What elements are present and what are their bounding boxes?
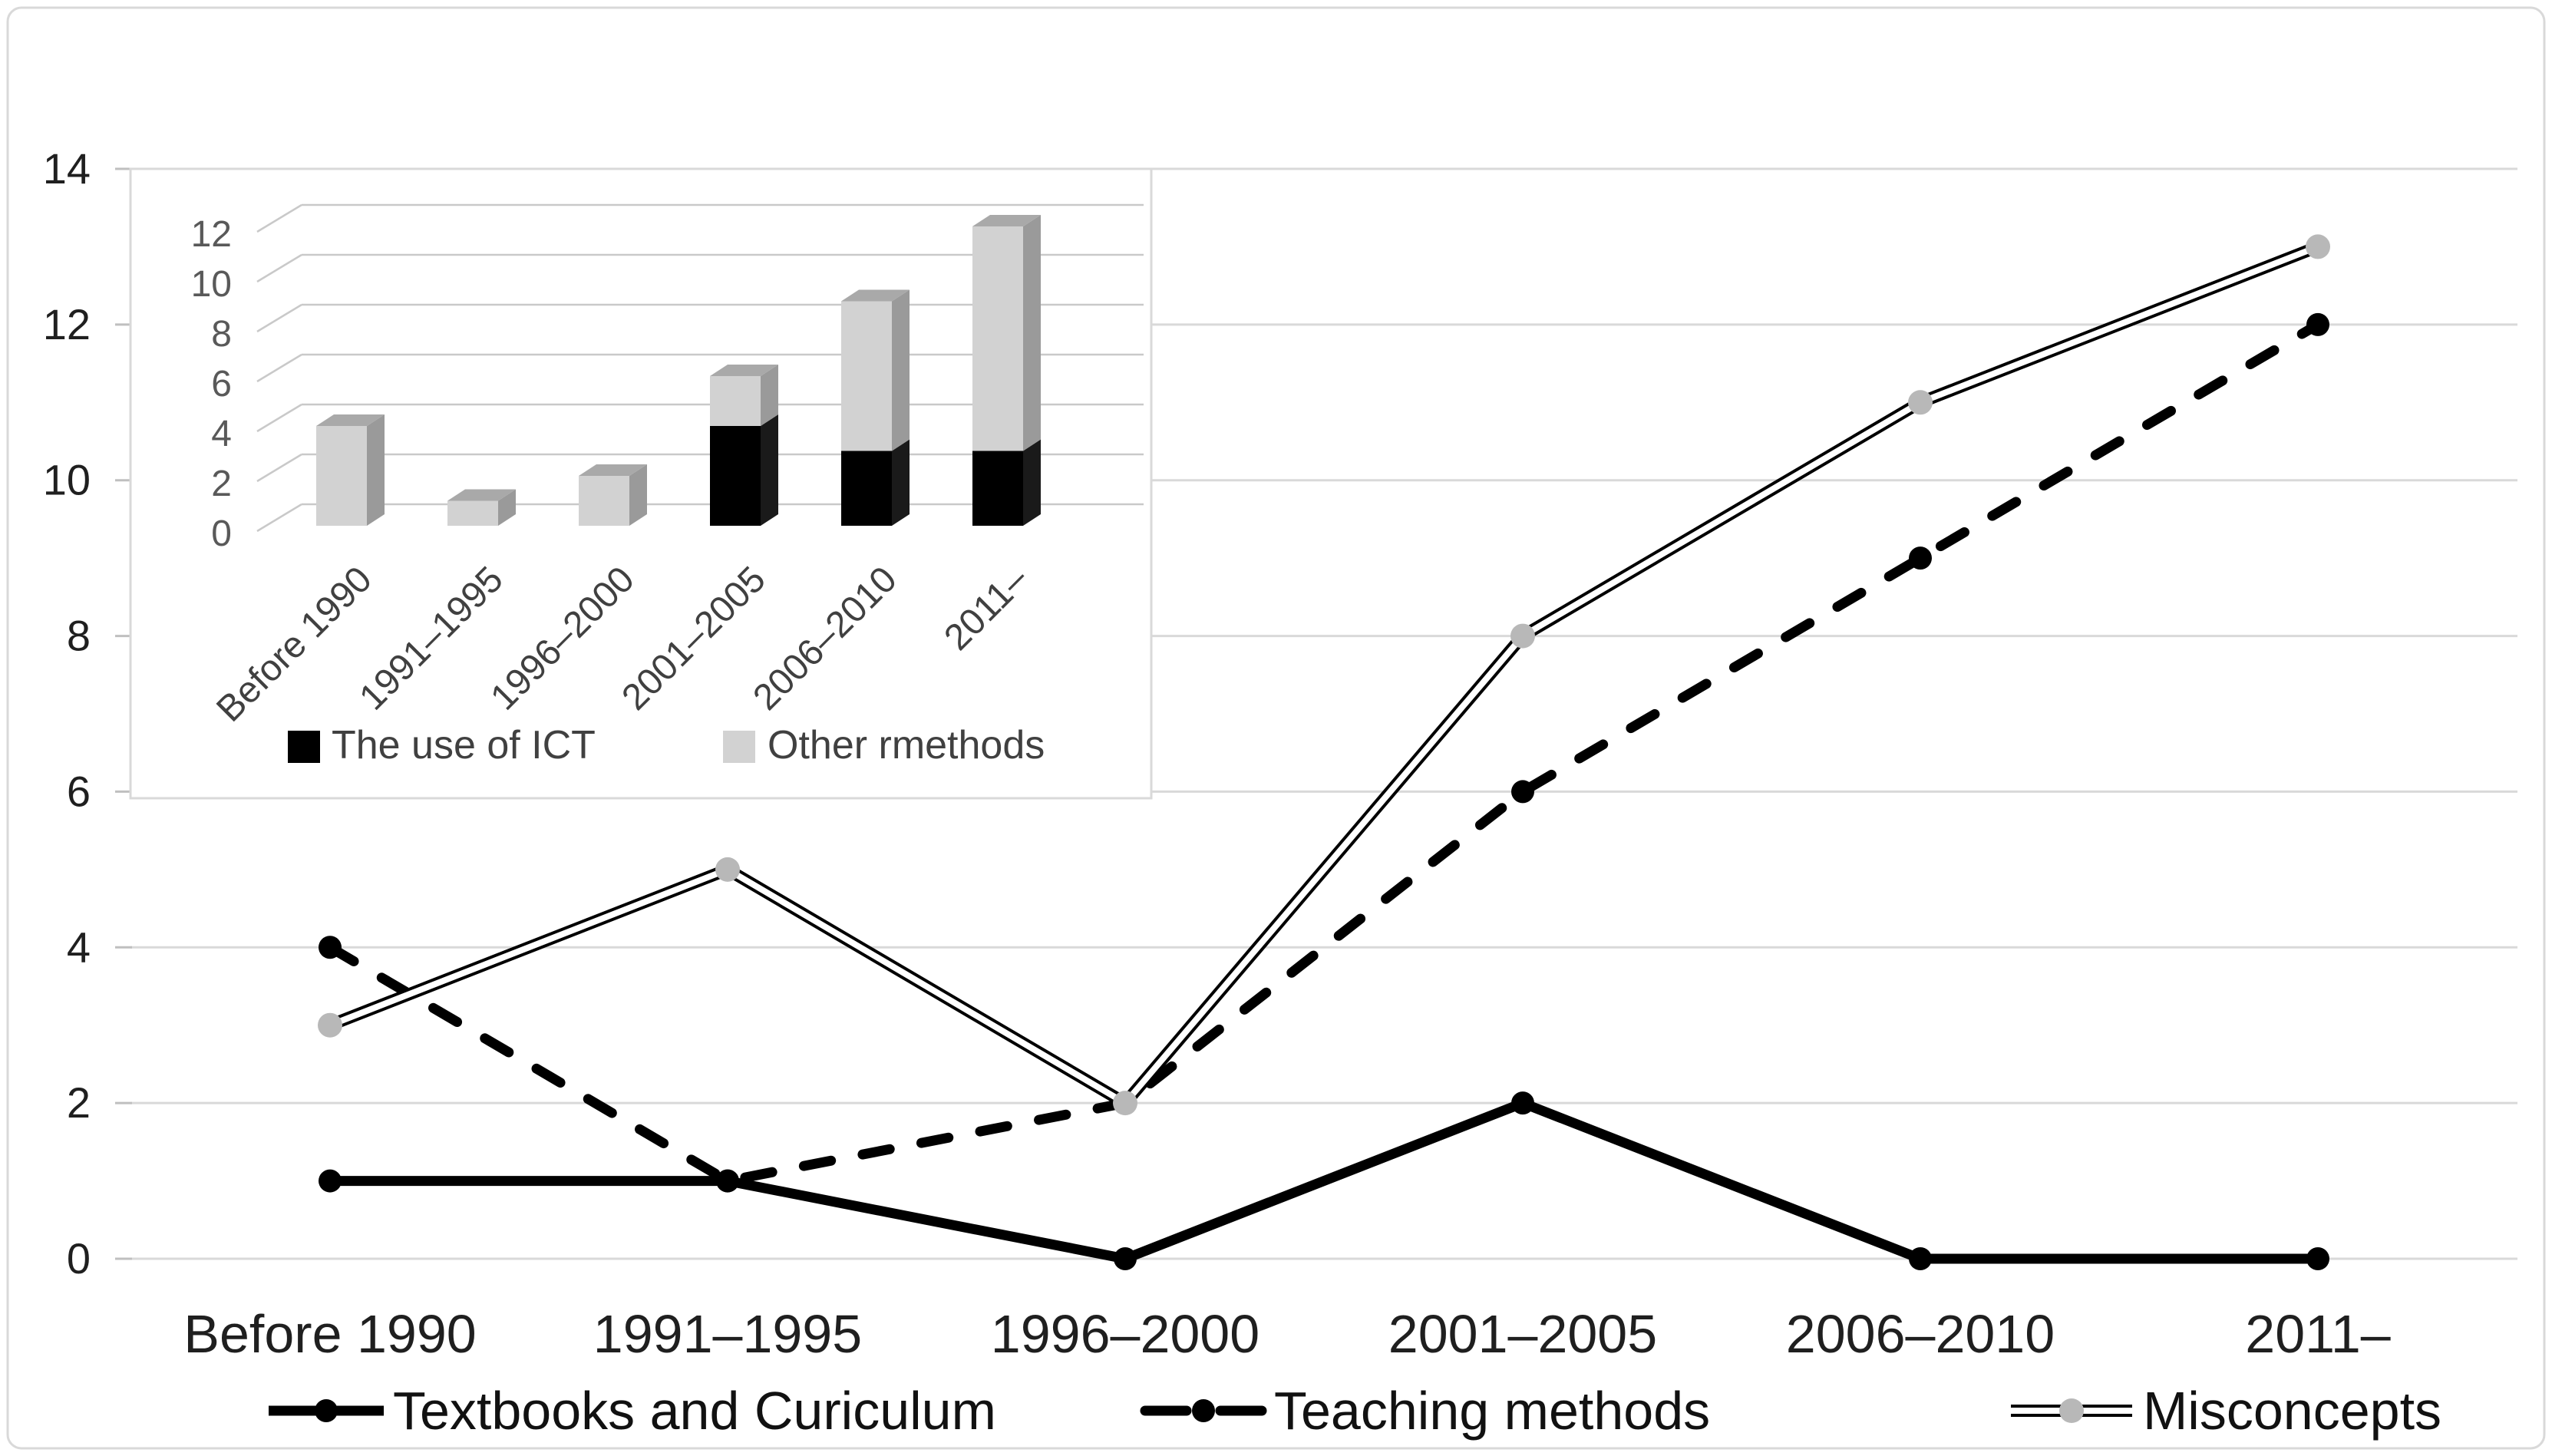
inset-gridline-diagonal xyxy=(256,303,302,333)
inset-bar-segment xyxy=(710,376,761,426)
main-x-axis-label: 1996–2000 xyxy=(991,1304,1259,1364)
legend-label-teaching: Teaching methods xyxy=(1274,1381,1710,1441)
legend-label-textbooks: Textbooks and Curiculum xyxy=(393,1381,996,1441)
inset-bar-side xyxy=(367,414,385,526)
data-point-teaching-methods xyxy=(319,936,342,959)
inset-gridline-diagonal xyxy=(256,253,302,283)
inset-gridline-diagonal xyxy=(256,353,302,383)
inset-gridline-diagonal xyxy=(256,403,302,433)
inset-bar-side xyxy=(892,289,910,451)
main-y-axis-label: 0 xyxy=(67,1234,91,1283)
main-y-axis-label: 10 xyxy=(43,456,91,504)
main-x-axis-label: 2006–2010 xyxy=(1786,1304,2055,1364)
inset-gridline-diagonal xyxy=(256,453,302,483)
legend-sample-solid-marker xyxy=(315,1399,338,1422)
series-line-misconcepts-inner xyxy=(328,243,2319,1107)
main-y-axis-label: 4 xyxy=(67,923,91,971)
inset-bar-side xyxy=(498,489,516,526)
inset-bar-segment xyxy=(316,426,367,526)
data-point-misconcepts xyxy=(1908,390,1933,415)
inset-y-axis-label: 10 xyxy=(191,264,232,305)
inset-y-axis-label: 6 xyxy=(211,364,232,404)
inset-bar-side xyxy=(892,439,910,526)
inset-bar-side xyxy=(1023,439,1041,526)
inset-gridline-diagonal xyxy=(256,503,302,533)
data-point-misconcepts xyxy=(318,1012,342,1038)
inset-bar-top xyxy=(316,414,385,426)
inset-y-axis-label: 12 xyxy=(191,214,232,255)
inset-y-axis-label: 4 xyxy=(211,414,232,454)
main-x-axis-label: Before 1990 xyxy=(183,1304,476,1364)
inset-bar-side xyxy=(761,414,778,526)
inset-y-axis-label: 2 xyxy=(211,464,232,504)
data-point-teaching-methods xyxy=(2306,312,2329,336)
series-line-textbooks-and-curiculum xyxy=(325,1098,2323,1264)
inset-bar-segment xyxy=(841,451,892,526)
inset-bar-top xyxy=(710,365,778,376)
inset-bar-top xyxy=(579,464,647,476)
inset-legend: The use of ICT Other rmethods xyxy=(288,723,1045,768)
inset-bar-side xyxy=(629,464,647,526)
data-point-textbooks-and-curiculum xyxy=(1114,1247,1137,1270)
data-point-misconcepts xyxy=(2306,234,2330,259)
inset-bar-segment xyxy=(447,500,498,526)
inset-bar-side xyxy=(761,365,778,426)
data-point-teaching-methods xyxy=(1909,546,1932,570)
inset-y-axis-label: 8 xyxy=(211,314,232,355)
inset-legend-label-other: Other rmethods xyxy=(768,723,1045,768)
inset-legend-swatch-ict xyxy=(288,731,320,763)
data-point-teaching-methods xyxy=(1511,780,1534,804)
main-x-axis-label: 2001–2005 xyxy=(1388,1304,1657,1364)
inset-bar-top xyxy=(841,289,910,302)
main-x-axis-label: 1991–1995 xyxy=(593,1304,862,1364)
inset-gridline-diagonal xyxy=(256,203,302,233)
inset-legend-swatch-other xyxy=(723,731,755,763)
inset-bar-segment xyxy=(972,226,1023,451)
inset-bar-segment xyxy=(841,301,892,451)
inset-bar-top xyxy=(972,215,1041,226)
legend-label-misconcepts: Misconcepts xyxy=(2143,1381,2441,1441)
inset-bar-segment xyxy=(710,426,761,526)
main-y-axis-label: 8 xyxy=(67,612,91,660)
data-point-misconcepts xyxy=(1510,623,1535,649)
data-point-textbooks-and-curiculum xyxy=(2306,1247,2329,1270)
main-y-axis-label: 6 xyxy=(67,767,91,815)
data-point-teaching-methods xyxy=(716,1169,739,1193)
main-y-axis-label: 12 xyxy=(43,300,91,348)
data-point-textbooks-and-curiculum xyxy=(319,1169,342,1193)
main-y-axis-label: 2 xyxy=(67,1078,91,1127)
data-point-textbooks-and-curiculum xyxy=(1511,1091,1534,1115)
main-chart-layer: 0 2 4 6 8 10 12 14 Before 1990 1991–1995 1996–2000… xyxy=(43,144,2517,1364)
series-line-teaching-methods xyxy=(325,319,2323,1187)
legend-sample-misconcepts-marker xyxy=(2059,1398,2084,1423)
data-point-misconcepts xyxy=(715,857,740,882)
inset-bar-segment xyxy=(579,476,629,526)
inset-legend-label-ict: The use of ICT xyxy=(332,723,596,768)
inset-bar-segment xyxy=(972,451,1023,526)
data-point-misconcepts xyxy=(1113,1091,1137,1116)
inset-y-axis-label: 0 xyxy=(211,513,232,554)
main-legend: Textbooks and Curiculum Teaching methods… xyxy=(269,1381,2441,1441)
inset-bar-top xyxy=(447,489,516,501)
data-point-textbooks-and-curiculum xyxy=(1909,1247,1932,1270)
main-x-axis-label: 2011– xyxy=(2245,1304,2391,1364)
main-y-axis-label: 14 xyxy=(43,144,91,193)
inset-bar-side xyxy=(1023,215,1041,451)
legend-sample-dashed-marker xyxy=(1192,1399,1215,1422)
